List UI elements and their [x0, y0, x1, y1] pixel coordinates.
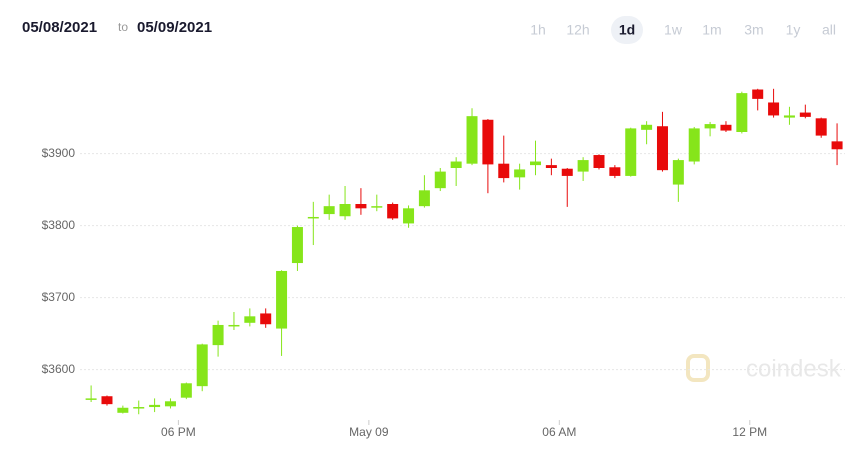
candle-body — [688, 128, 700, 162]
candle-body — [355, 204, 367, 209]
candle-body — [323, 206, 335, 215]
y-tick-label: $3600 — [42, 362, 76, 376]
watermark: coindesk — [746, 355, 842, 382]
candle-body — [339, 204, 351, 217]
candle-body — [466, 116, 478, 164]
range-selected-bg — [611, 16, 643, 44]
y-tick-label: $3900 — [42, 146, 76, 160]
candle-body — [561, 168, 573, 176]
x-tick-label: 06 AM — [542, 425, 576, 439]
candle-body — [752, 89, 764, 99]
candle-body — [434, 171, 446, 189]
candle-body — [228, 324, 240, 327]
candle-body — [783, 115, 795, 118]
candle-body — [196, 344, 208, 387]
candle-body — [831, 141, 843, 150]
range-button[interactable]: 1w — [664, 22, 683, 38]
candle-body — [371, 206, 383, 208]
candle-body — [625, 128, 637, 176]
candle-body — [704, 124, 716, 129]
y-tick-label: $3700 — [42, 290, 76, 304]
candle-body — [212, 324, 224, 346]
candle-body — [498, 163, 510, 179]
x-tick-label: May 09 — [349, 425, 389, 439]
candle-body — [593, 155, 605, 168]
candle-body — [482, 119, 494, 165]
date-from: 05/08/2021 — [22, 19, 97, 36]
date-to: 05/09/2021 — [137, 19, 212, 36]
candle-body — [641, 124, 653, 130]
range-button[interactable]: 1y — [786, 22, 801, 38]
candle-body — [244, 316, 256, 323]
range-button[interactable]: all — [822, 22, 836, 38]
candle-body — [164, 401, 176, 407]
candle-body — [387, 204, 399, 219]
x-tick-label: 12 PM — [732, 425, 767, 439]
candle-body — [530, 161, 542, 166]
candle-body — [180, 383, 192, 398]
candle-body — [450, 161, 462, 168]
candle-body — [514, 169, 526, 178]
range-button[interactable]: 1d — [619, 22, 635, 38]
candle-body — [799, 112, 811, 117]
candle-body — [815, 118, 827, 136]
candle-body — [672, 160, 684, 185]
candle-body — [307, 216, 319, 219]
x-tick-label: 06 PM — [161, 425, 196, 439]
candle-body — [117, 407, 129, 413]
candle-body — [720, 124, 732, 131]
candle-body — [260, 313, 272, 325]
candle-body — [276, 270, 288, 329]
candle-body — [291, 227, 303, 264]
candle-body — [656, 126, 668, 171]
candle-body — [545, 165, 557, 168]
range-button[interactable]: 12h — [566, 22, 589, 38]
range-button[interactable]: 3m — [744, 22, 763, 38]
candle-body — [101, 396, 113, 405]
watermark-logo — [686, 354, 710, 382]
candle-body — [736, 93, 748, 132]
range-button[interactable]: 1h — [530, 22, 546, 38]
candle-body — [418, 190, 430, 207]
candle-body — [403, 208, 415, 224]
range-separator: to — [118, 20, 128, 34]
y-tick-label: $3800 — [42, 218, 76, 232]
candle-body — [768, 102, 780, 116]
range-button[interactable]: 1m — [702, 22, 721, 38]
candle-body — [609, 167, 621, 176]
candle-body — [133, 407, 145, 409]
candle-body — [577, 160, 589, 172]
candle-body — [85, 398, 97, 400]
candle-body — [149, 404, 161, 408]
